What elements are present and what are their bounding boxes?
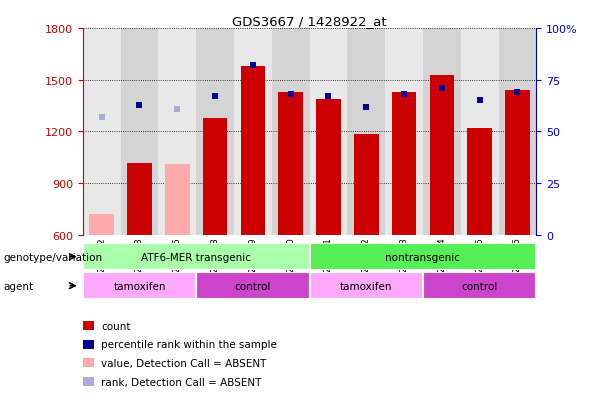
Text: ATF6-MER transgenic: ATF6-MER transgenic (141, 252, 251, 262)
Bar (423, 29, 461, 235)
Bar (203, 119, 227, 235)
Bar (278, 93, 303, 235)
Bar (234, 29, 272, 235)
Text: value, Detection Call = ABSENT: value, Detection Call = ABSENT (101, 358, 267, 368)
Bar (165, 165, 189, 235)
Bar (127, 163, 152, 235)
Bar (240, 67, 265, 235)
Bar (89, 215, 114, 235)
Text: count: count (101, 321, 131, 331)
Text: nontransgenic: nontransgenic (386, 252, 460, 262)
Bar (83, 273, 196, 299)
Bar (83, 244, 310, 271)
Text: percentile rank within the sample: percentile rank within the sample (101, 339, 277, 349)
Text: control: control (462, 281, 498, 291)
Text: tamoxifen: tamoxifen (113, 281, 166, 291)
Bar (392, 93, 416, 235)
Bar (505, 91, 530, 235)
Title: GDS3667 / 1428922_at: GDS3667 / 1428922_at (232, 15, 387, 28)
Bar (316, 100, 341, 235)
Bar (385, 29, 423, 235)
Bar (83, 29, 121, 235)
Bar (310, 273, 423, 299)
Text: control: control (235, 281, 271, 291)
Text: tamoxifen: tamoxifen (340, 281, 392, 291)
Bar (121, 29, 158, 235)
Bar (430, 75, 454, 235)
Bar (158, 29, 196, 235)
Bar (423, 273, 536, 299)
Bar (461, 29, 498, 235)
Text: rank, Detection Call = ABSENT: rank, Detection Call = ABSENT (101, 377, 262, 387)
Bar (310, 244, 536, 271)
Text: genotype/variation: genotype/variation (3, 252, 102, 262)
Bar (196, 273, 310, 299)
Bar (354, 135, 379, 235)
Bar (310, 29, 348, 235)
Bar (467, 129, 492, 235)
Bar (196, 29, 234, 235)
Bar (272, 29, 310, 235)
Bar (348, 29, 385, 235)
Text: agent: agent (3, 281, 33, 291)
Bar (498, 29, 536, 235)
